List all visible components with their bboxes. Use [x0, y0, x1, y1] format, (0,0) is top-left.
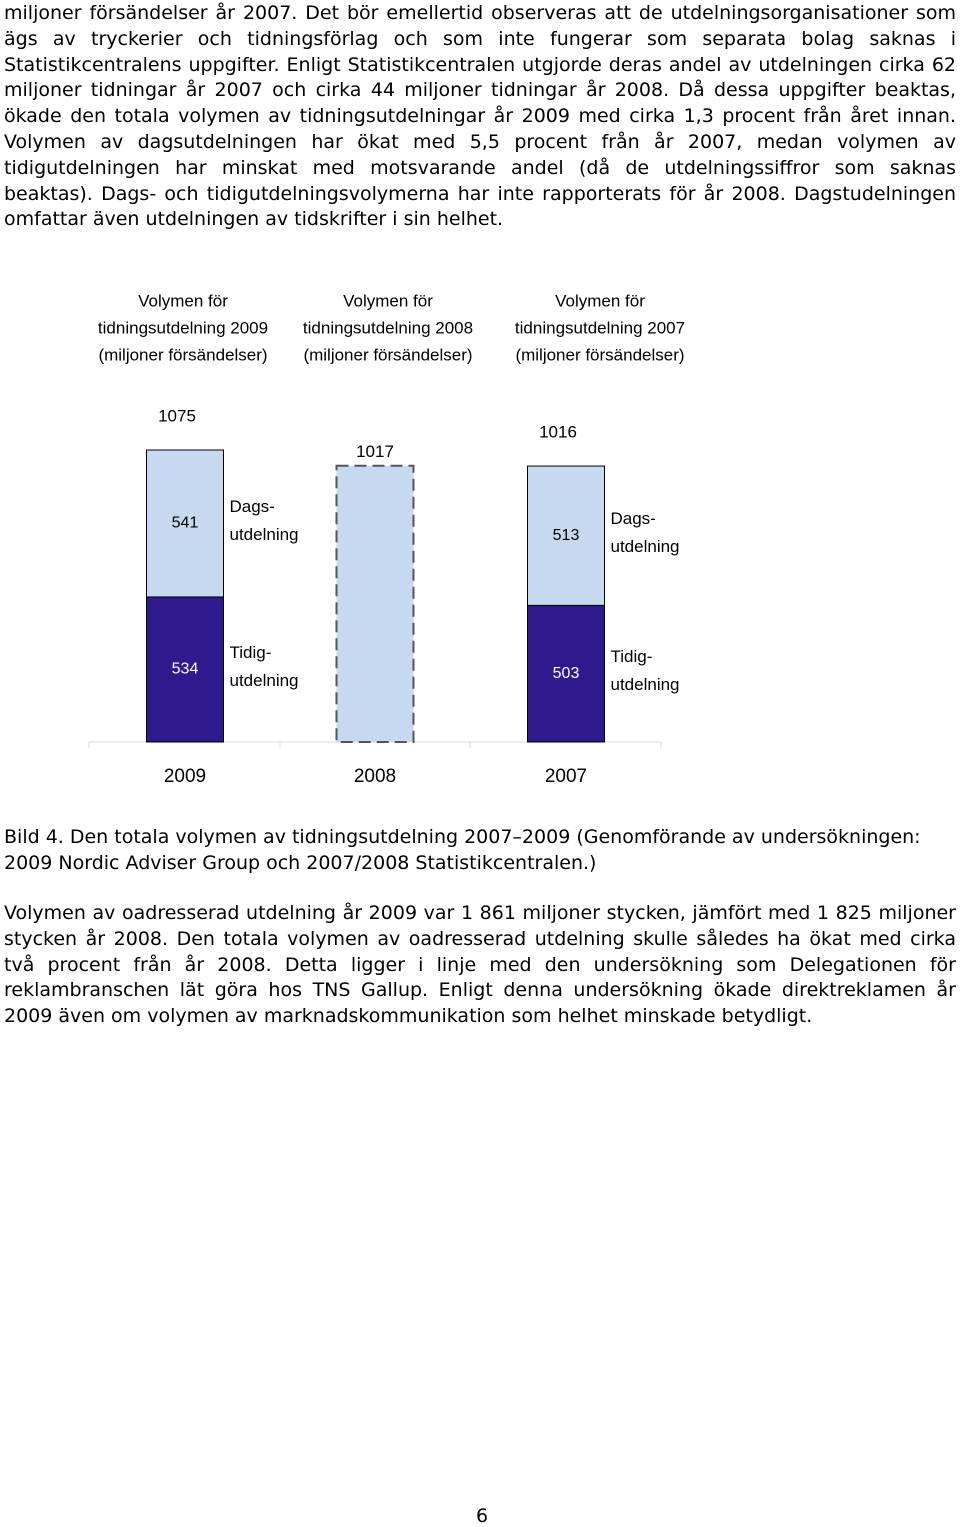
x-tick-label: 2009 [164, 766, 206, 787]
series-label: utdelning [230, 671, 299, 690]
column-title: tidningsutdelning 2008 [303, 318, 473, 337]
x-tick-label: 2008 [354, 766, 396, 787]
column-title: (miljoner försändelser) [515, 345, 684, 364]
series-label: Tidig- [230, 643, 272, 662]
data-label: 534 [172, 661, 199, 678]
x-tick-label: 2007 [545, 766, 587, 787]
series-label: utdelning [611, 675, 680, 694]
total-label: 1075 [158, 406, 196, 425]
column-title: (miljoner försändelser) [98, 345, 267, 364]
bar-segment [146, 596, 224, 743]
series-label: Dags- [230, 497, 275, 516]
series-label: Dags- [611, 509, 656, 528]
column-title: (miljoner försändelser) [303, 345, 472, 364]
caption: Bild 4. Den totala volymen av tidningsut… [4, 826, 921, 874]
total-label: 1016 [539, 423, 577, 442]
data-label: 503 [553, 665, 580, 682]
bar-segment [146, 449, 224, 598]
data-label: 541 [172, 515, 199, 532]
column-title: tidningsutdelning 2009 [98, 318, 268, 337]
data-label: 513 [553, 527, 580, 544]
column-title: Volymen för [343, 291, 433, 310]
column-title: Volymen för [555, 291, 645, 310]
series-label: Tidig- [611, 647, 653, 666]
bar-segment [527, 465, 605, 606]
series-label: utdelning [611, 537, 680, 556]
series-label: utdelning [230, 525, 299, 544]
total-label: 1017 [356, 442, 394, 461]
column-title: Volymen för [138, 291, 228, 310]
page-number: 6 [475, 1505, 489, 1527]
column-title: tidningsutdelning 2007 [515, 318, 685, 337]
total-bar [335, 464, 415, 743]
paragraph: miljoner försändelser år 2007. Det bör e… [4, 2, 956, 231]
paragraph: Volymen av oadresserad utdelning år 2009… [4, 902, 956, 1028]
chart: Volymen för tidningsutdelning 2009 (miljon… [88, 291, 685, 787]
